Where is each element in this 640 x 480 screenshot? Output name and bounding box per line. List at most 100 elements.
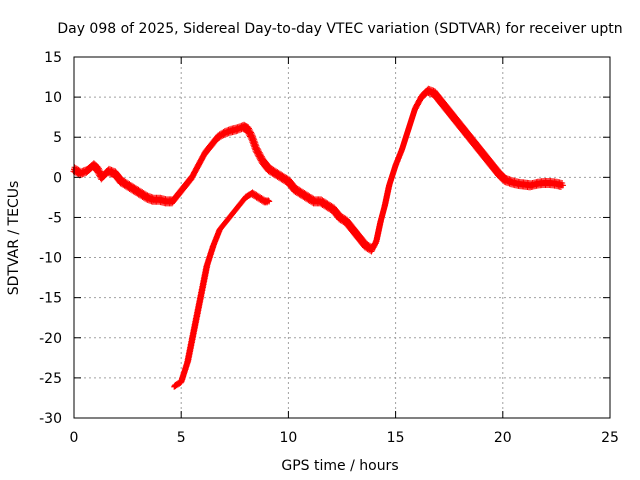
data-points xyxy=(70,85,566,390)
data-point xyxy=(178,378,185,385)
data-point xyxy=(233,126,240,133)
data-point xyxy=(362,242,369,249)
data-point xyxy=(197,294,204,301)
plot-frame xyxy=(73,56,611,419)
data-point xyxy=(291,186,298,193)
data-point xyxy=(450,114,457,121)
data-point xyxy=(482,154,489,161)
data-point xyxy=(143,194,150,201)
data-point xyxy=(437,98,444,105)
data-point xyxy=(272,170,279,177)
data-point xyxy=(253,146,260,153)
y-tick-label: 15 xyxy=(44,50,62,66)
data-point xyxy=(534,180,541,187)
data-point xyxy=(323,202,330,209)
data-point xyxy=(336,214,343,221)
data-point xyxy=(553,180,560,187)
data-point xyxy=(223,218,230,225)
data-point xyxy=(188,174,195,181)
data-point xyxy=(298,190,305,197)
data-point xyxy=(131,186,138,193)
y-tick-label: -20 xyxy=(39,331,62,347)
data-point xyxy=(501,176,508,183)
data-point xyxy=(369,246,376,253)
data-point xyxy=(559,182,566,189)
data-point xyxy=(214,134,221,141)
data-point xyxy=(392,162,399,169)
data-point xyxy=(540,179,547,186)
data-point xyxy=(311,198,318,205)
data-point xyxy=(83,167,90,174)
data-point xyxy=(399,146,406,153)
data-point xyxy=(98,174,105,181)
y-tick-label: -10 xyxy=(39,251,62,267)
data-point xyxy=(356,234,363,241)
series-main-band-markers xyxy=(70,85,566,255)
data-point xyxy=(476,146,483,153)
data-point xyxy=(118,178,125,185)
data-point xyxy=(156,196,163,203)
data-point xyxy=(210,242,217,249)
data-point xyxy=(266,166,273,173)
x-tick-label: 25 xyxy=(601,430,619,446)
data-point xyxy=(227,127,234,134)
data-point xyxy=(242,194,249,201)
data-point xyxy=(236,202,243,209)
data-point xyxy=(111,170,118,177)
data-point xyxy=(266,198,273,205)
data-point xyxy=(259,158,266,165)
data-point xyxy=(278,174,285,181)
data-point xyxy=(527,182,534,189)
data-point xyxy=(456,122,463,129)
data-point xyxy=(381,202,388,209)
data-point xyxy=(411,106,418,113)
x-tick-label: 10 xyxy=(279,430,297,446)
data-point xyxy=(208,142,215,149)
data-point xyxy=(377,218,384,225)
data-point xyxy=(508,179,515,186)
x-tick-label: 0 xyxy=(70,430,79,446)
data-point xyxy=(171,382,178,389)
data-point xyxy=(255,194,262,201)
y-tick-label: 10 xyxy=(44,90,62,106)
data-point xyxy=(431,90,438,97)
data-point xyxy=(203,262,210,269)
data-point xyxy=(176,190,183,197)
x-tick-label: 20 xyxy=(494,430,512,446)
data-point xyxy=(418,94,425,101)
data-point xyxy=(343,218,350,225)
y-tick-label: -30 xyxy=(39,411,62,427)
y-tick-label: -5 xyxy=(48,210,62,226)
data-point xyxy=(77,170,84,177)
data-point xyxy=(182,182,189,189)
data-point xyxy=(201,150,208,157)
data-point xyxy=(137,190,144,197)
data-point xyxy=(184,358,191,365)
data-point xyxy=(191,326,198,333)
y-axis-label: SDTVAR / TECUs xyxy=(6,181,22,296)
chart-title: Day 098 of 2025, Sidereal Day-to-day VTE… xyxy=(57,21,622,37)
data-point xyxy=(124,182,131,189)
data-point xyxy=(229,210,236,217)
y-tick-label: -25 xyxy=(39,371,62,387)
data-point xyxy=(463,130,470,137)
data-point xyxy=(248,134,255,141)
data-point xyxy=(94,166,101,173)
data-point xyxy=(424,87,431,94)
data-point xyxy=(317,198,324,205)
data-point xyxy=(495,170,502,177)
y-tick-label: 5 xyxy=(53,130,62,146)
data-point xyxy=(514,180,521,187)
data-point xyxy=(349,226,356,233)
data-point xyxy=(546,179,553,186)
data-point xyxy=(169,198,176,205)
x-tick-label: 5 xyxy=(177,430,186,446)
data-point xyxy=(195,162,202,169)
data-point xyxy=(373,238,380,245)
data-point xyxy=(150,196,157,203)
data-point xyxy=(521,181,528,188)
axis-ticks: 0 5 10 15 20 25 15 10 5 0 -5 -10 -15 -20 -25 -30 xyxy=(39,50,619,446)
data-point xyxy=(330,206,337,213)
data-point xyxy=(221,130,228,137)
